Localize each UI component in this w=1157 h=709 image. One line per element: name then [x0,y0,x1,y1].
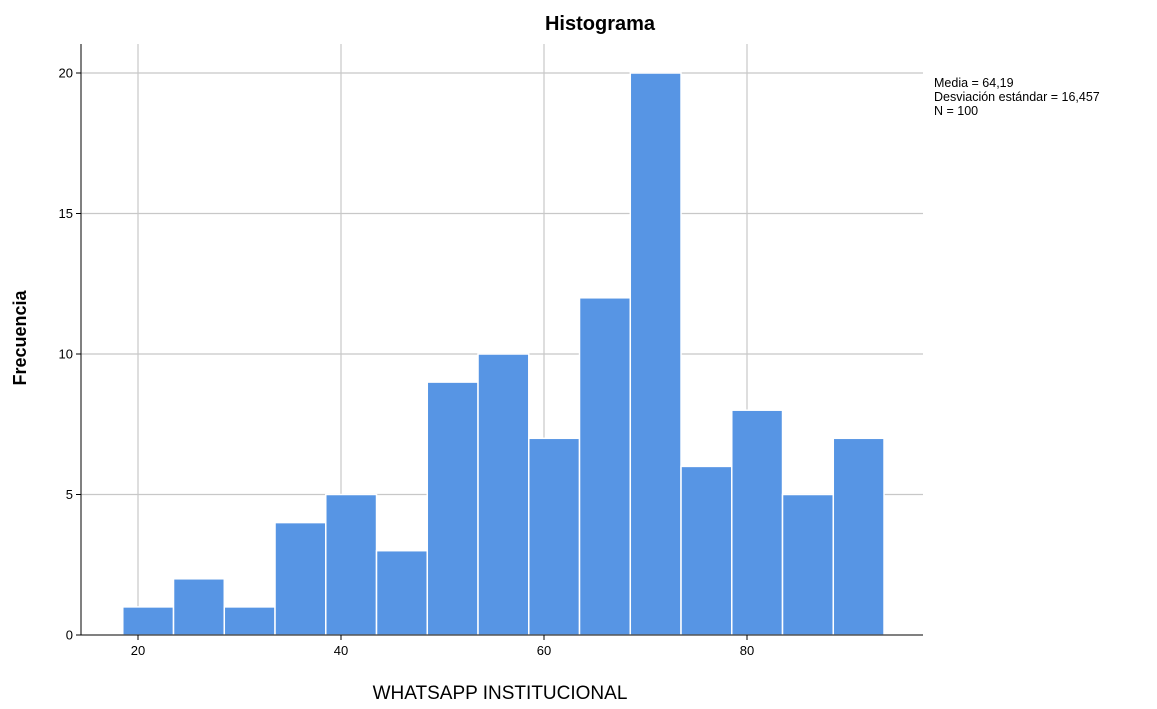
histogram-bars [122,72,885,636]
tick-labels: 0 5 10 15 20 20 40 60 80 [59,66,755,659]
stats-box: Media = 64,19 Desviación estándar = 16,4… [934,76,1100,118]
histogram-bar [477,353,530,636]
histogram-bar [629,72,682,636]
x-tick-label: 40 [334,643,348,658]
histogram-bar [426,381,479,636]
axes [76,44,923,640]
y-tick-label: 10 [59,347,73,362]
y-tick-label: 0 [66,628,73,643]
histogram-bar [375,549,429,636]
histogram-bar [578,297,632,636]
histogram-bar [274,521,327,636]
y-tick-label: 20 [59,66,73,81]
y-tick-label: 5 [66,487,73,502]
histogram-bar [223,606,276,636]
histogram-bar [122,606,175,636]
x-tick-label: 60 [537,643,551,658]
x-tick-label: 20 [131,643,145,658]
histogram-bar [172,578,226,636]
histogram-bar [528,437,581,636]
x-tick-label: 80 [740,643,754,658]
stat-std: Desviación estándar = 16,457 [934,90,1100,104]
histogram-bar [325,493,378,636]
stat-mean: Media = 64,19 [934,76,1014,90]
histogram-bar [781,493,835,636]
y-tick-label: 15 [59,206,73,221]
x-axis-title: WHATSAPP INSTITUCIONAL [373,683,628,704]
histogram-bar [731,409,784,636]
histogram-bar [680,465,733,636]
histogram-bar [832,437,885,636]
chart-title: Histograma [545,13,656,35]
y-axis-title: Frecuencia [10,289,30,385]
stat-n: N = 100 [934,104,978,118]
